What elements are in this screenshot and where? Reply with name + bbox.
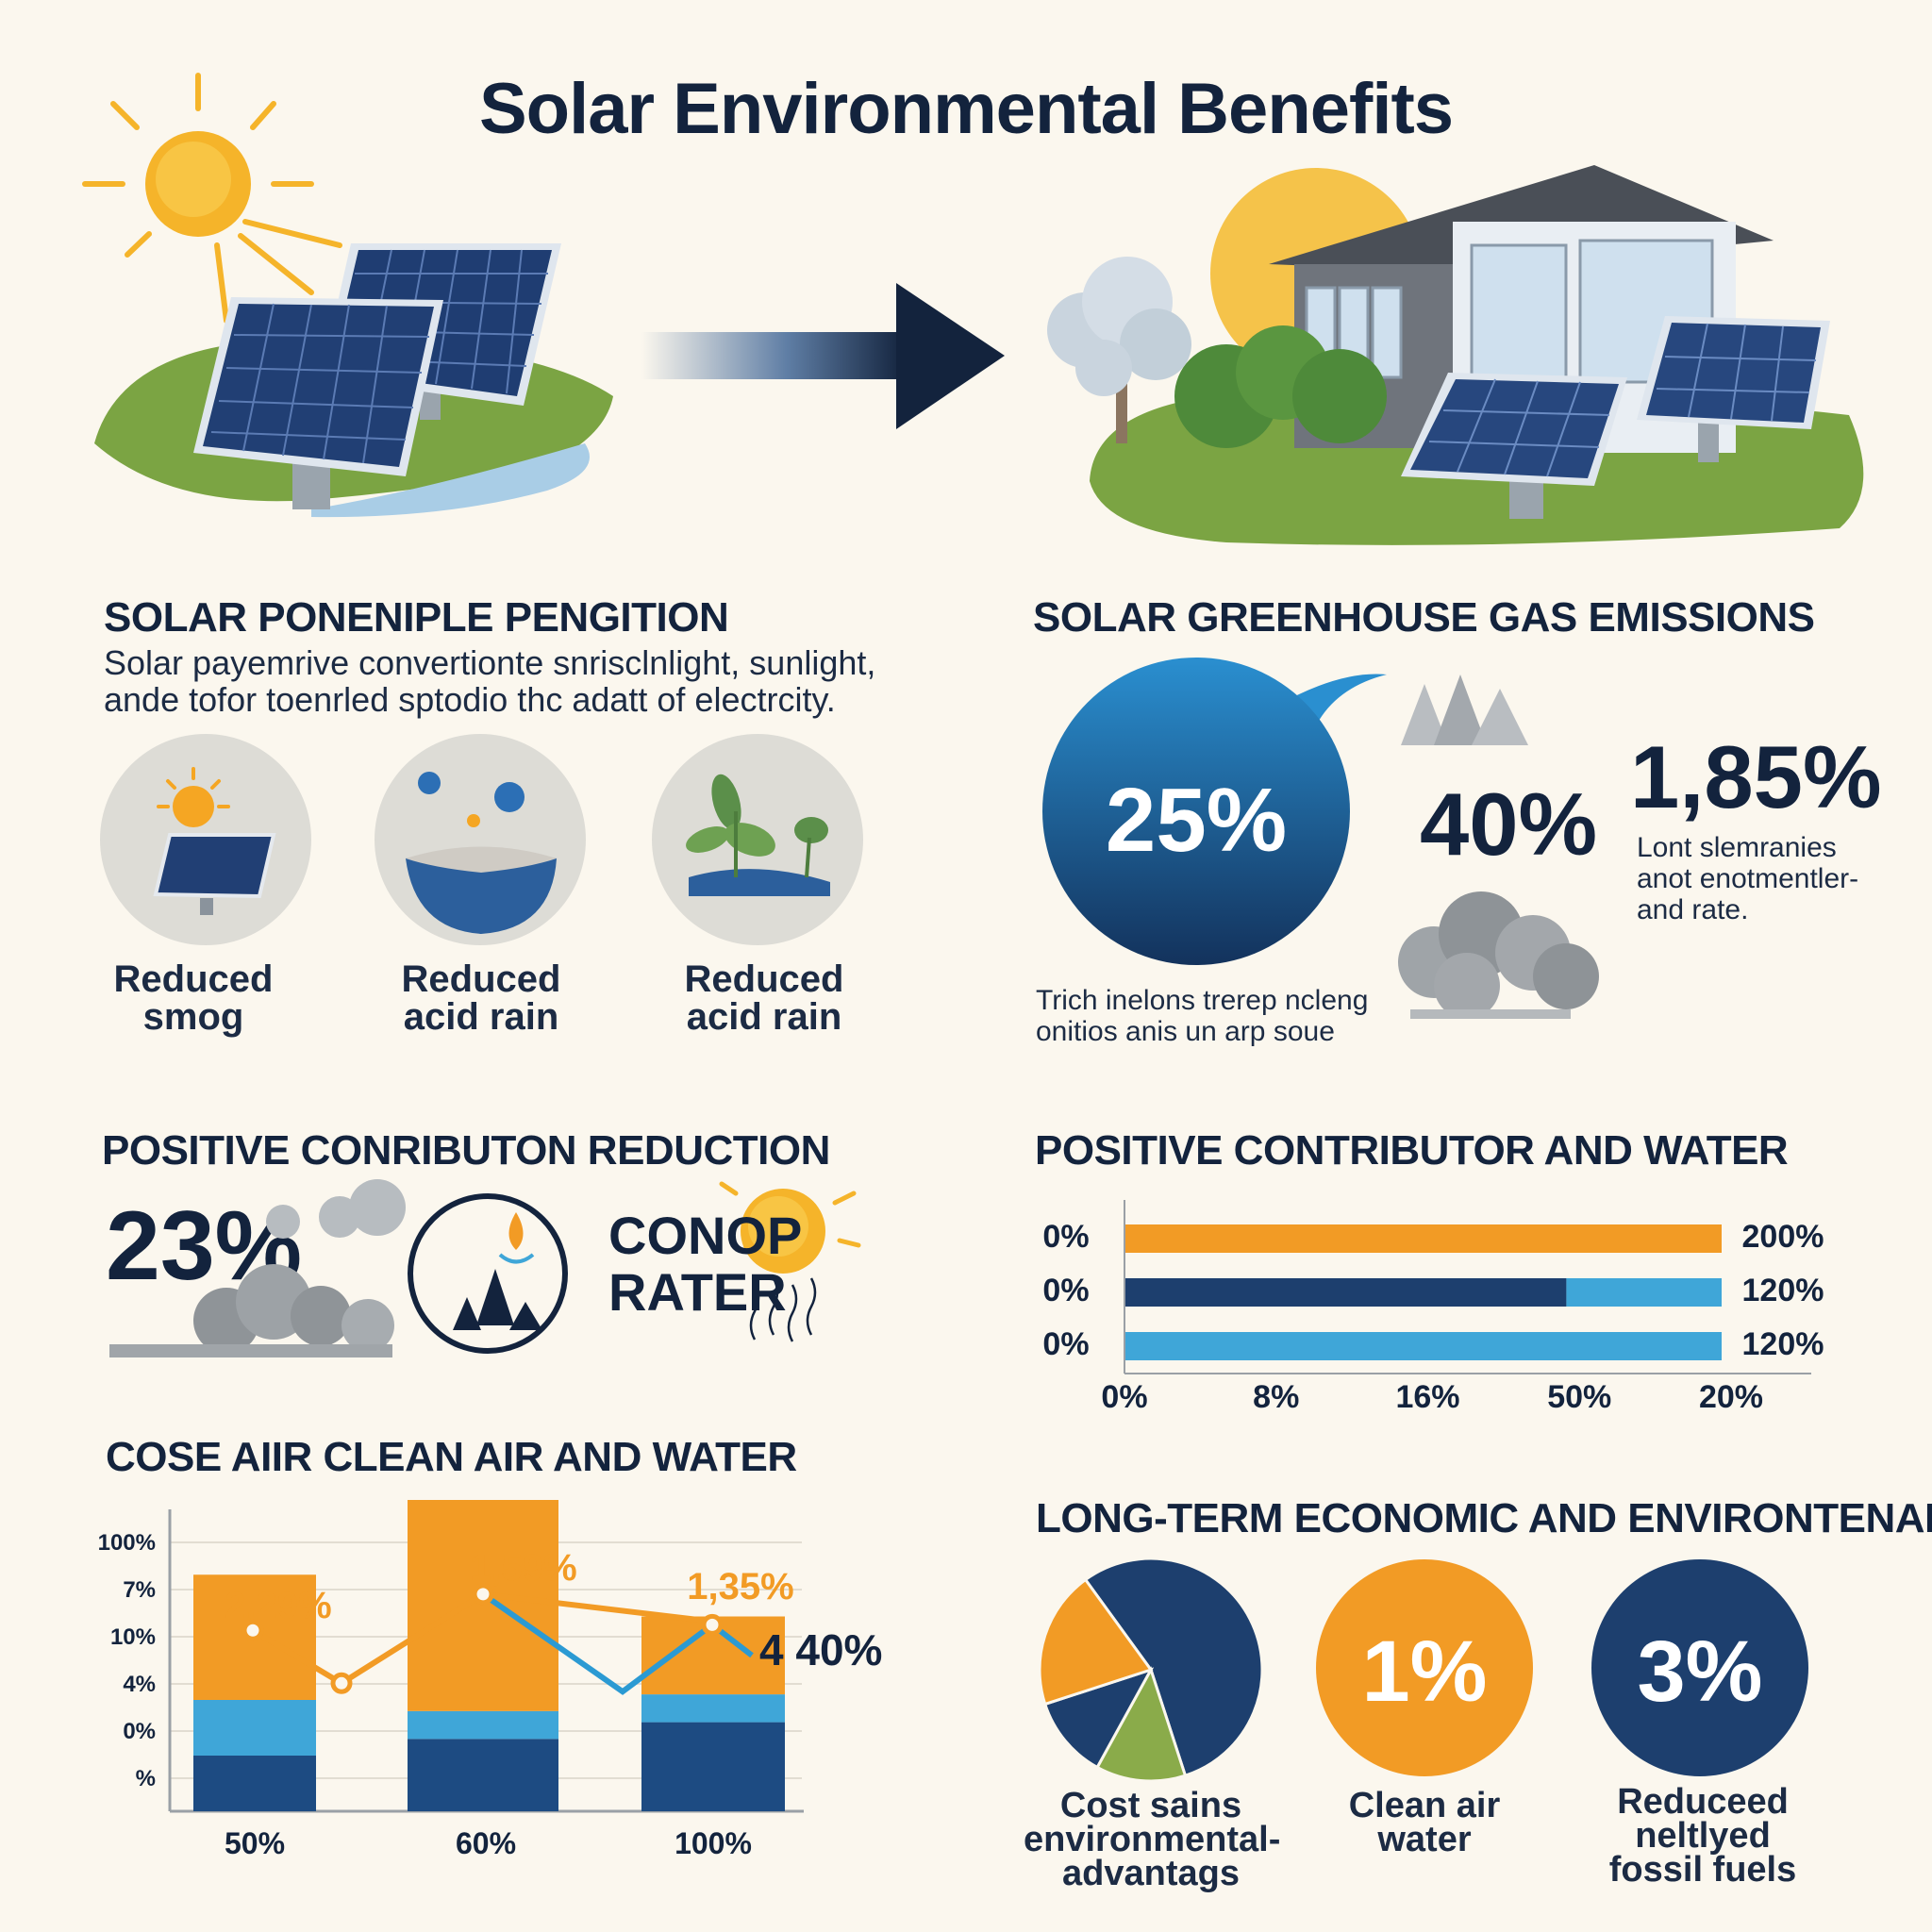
solar-panel-icon xyxy=(193,243,561,509)
y-tick-label: 7% xyxy=(123,1577,156,1603)
principle-heading: SOLAR PONENIPLE PENGITION xyxy=(104,594,729,641)
x-tick-label: 50% xyxy=(1547,1379,1611,1415)
bar-left-label: 0% xyxy=(1042,1219,1089,1255)
bar-left-label: 0% xyxy=(1042,1273,1089,1308)
line-data-label: 1,59% xyxy=(470,1547,576,1589)
globe-water-icon xyxy=(406,772,557,934)
bar-navy xyxy=(641,1722,785,1811)
clean-air-circle xyxy=(1316,1559,1533,1776)
sun-icon xyxy=(82,73,342,324)
arrow-right-icon xyxy=(641,283,1005,429)
sun-rain-icon xyxy=(719,1181,861,1342)
line-point xyxy=(330,1672,353,1694)
hero-illustration xyxy=(82,73,1864,545)
bar-left-label: 0% xyxy=(1042,1326,1089,1362)
longterm-item-2-label: Clean air water xyxy=(1348,1786,1501,1859)
line-point xyxy=(242,1619,264,1641)
longterm-circles xyxy=(1316,1559,1808,1776)
principle-icons xyxy=(100,734,863,945)
line-point xyxy=(701,1613,724,1636)
bar-navy xyxy=(193,1756,316,1811)
y-tick-label: 100% xyxy=(98,1530,156,1556)
principle-item-3-label: Reduced acid rain xyxy=(684,958,844,1038)
greenhouse-graphic xyxy=(1042,658,1599,1019)
contribution-graphic xyxy=(109,1179,861,1357)
greenhouse-value-3: 1,85% xyxy=(1630,727,1882,826)
x-tick-label: 16% xyxy=(1395,1379,1459,1415)
smoke-cloud-icon xyxy=(1398,891,1599,1019)
pie-slice xyxy=(1038,1577,1154,1707)
longterm-item-3-label: Reduceed neltlyed fossil fuels xyxy=(1608,1782,1797,1890)
airwater-extra-label: 4 40% xyxy=(759,1625,883,1674)
longterm-value-2: 1% xyxy=(1361,1624,1488,1720)
y-tick-label: 4% xyxy=(123,1672,156,1697)
x-category-label: 60% xyxy=(456,1826,516,1860)
line-data-label: 2,29% xyxy=(225,1585,331,1626)
bar-segment xyxy=(1124,1224,1722,1253)
smog-cloud-icon xyxy=(109,1179,406,1357)
bar-orange xyxy=(408,1500,558,1711)
principle-item-1-label: Reduced smog xyxy=(113,958,274,1038)
pie-slice xyxy=(1042,1667,1155,1770)
x-category-label: 100% xyxy=(675,1826,752,1860)
page-title: Solar Environmental Benefits xyxy=(478,69,1454,149)
speech-bubble-icon xyxy=(1042,658,1387,965)
bar-right-label: 120% xyxy=(1742,1326,1824,1362)
principle-text-line1: Solar payemrive convertionte snrisclnlig… xyxy=(104,643,876,682)
line-data-label: 1,35% xyxy=(687,1566,793,1607)
x-tick-label: 0% xyxy=(1101,1379,1147,1415)
trees-icon xyxy=(1401,675,1528,745)
greenhouse-bubble-value: 25% xyxy=(1105,770,1288,871)
principle-item-2-label: Reduced acid rain xyxy=(401,958,561,1038)
solar-panel-sun-icon xyxy=(153,767,276,915)
bar-right-label: 200% xyxy=(1742,1219,1824,1255)
water-heading: POSITIVE CONTRIBUTOR AND WATER xyxy=(1035,1127,1789,1174)
greenhouse-note: Lont slemranies anot enotmentler- and ra… xyxy=(1637,832,1859,925)
contribution-label: CONOP RATER xyxy=(608,1206,803,1322)
bar-segment xyxy=(1566,1278,1722,1307)
x-category-label: 50% xyxy=(225,1826,285,1860)
cost-savings-pie-chart xyxy=(1038,1557,1264,1783)
x-tick-label: 20% xyxy=(1699,1379,1763,1415)
water-bar-chart: 0% 200% 0% 120% 0% 120% 0% 8% 16% 50% 20% xyxy=(1042,1200,1824,1415)
bush-icon xyxy=(1174,325,1387,448)
contribution-heading: POSITIVE CONRIBUTON REDUCTION xyxy=(102,1127,830,1174)
bar-blue xyxy=(641,1694,785,1723)
orange-series-line xyxy=(251,1591,718,1687)
longterm-value-3: 3% xyxy=(1637,1624,1763,1720)
airwater-heading: COSE AIIR CLEAN AIR AND WATER xyxy=(106,1434,797,1480)
pie-slice xyxy=(1095,1666,1188,1783)
x-tick-label: 8% xyxy=(1253,1379,1299,1415)
greenhouse-caption: Trich inelons trerep ncleng onitios anis… xyxy=(1036,985,1369,1047)
fossil-fuels-circle xyxy=(1591,1559,1808,1776)
solar-panel-icon xyxy=(1401,316,1830,519)
greenhouse-heading: SOLAR GREENHOUSE GAS EMISSIONS xyxy=(1033,594,1815,641)
tree-icon xyxy=(1047,257,1191,443)
water-drop-tree-icon xyxy=(408,1193,568,1354)
bar-segment xyxy=(1124,1332,1722,1360)
pie-slice xyxy=(1083,1557,1264,1778)
longterm-heading: LONG-TERM ECONOMIC AND ENVIRONTENALS xyxy=(1036,1495,1932,1541)
line-point xyxy=(472,1583,494,1606)
principle-text-line2: ande tofor toenrled sptodio thc adatt of… xyxy=(104,680,836,719)
bar-blue xyxy=(408,1710,558,1740)
y-tick-label: % xyxy=(136,1766,156,1791)
longterm-item-1-label: Cost sains environmental- advantags xyxy=(1024,1786,1281,1893)
bar-segment xyxy=(1124,1278,1567,1307)
bar-navy xyxy=(408,1739,558,1811)
y-tick-label: 10% xyxy=(110,1624,156,1650)
blue-series-line xyxy=(481,1591,754,1695)
greenhouse-value-2: 40% xyxy=(1420,774,1598,874)
airwater-chart: 100% 7% 10% 4% 0%% 50% 60% 100% 2,29% 1,59% 1,35% xyxy=(98,1500,804,1860)
bar-blue xyxy=(193,1700,316,1756)
y-tick-label: 0% xyxy=(123,1719,156,1744)
bar-right-label: 120% xyxy=(1742,1273,1824,1308)
plant-leaves-icon xyxy=(686,774,830,896)
